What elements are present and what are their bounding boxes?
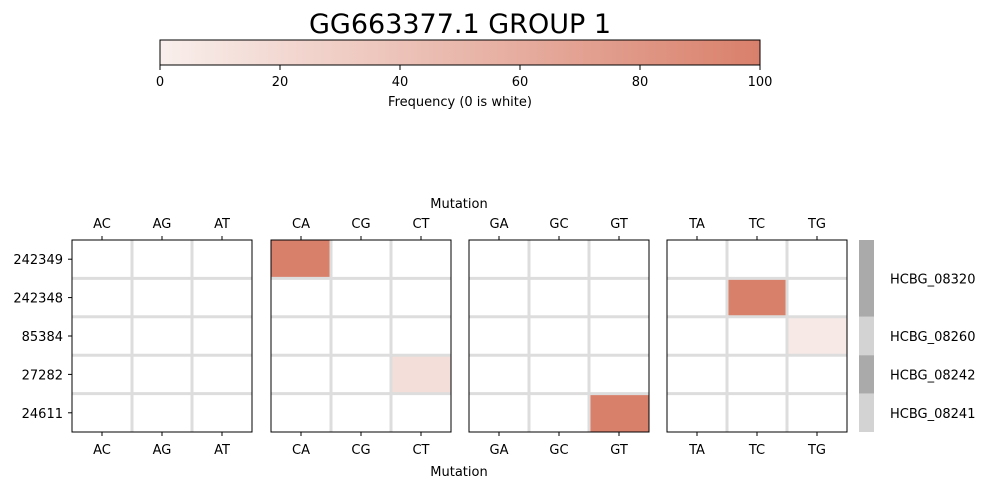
x-tick-label-bottom: GT: [610, 443, 628, 458]
x-tick-label-top: AG: [153, 217, 172, 232]
x-tick-label-top: CA: [292, 217, 310, 232]
gene-annotation-block: [859, 355, 874, 394]
colorbar-label: Frequency (0 is white): [388, 95, 532, 110]
gene-annotation-block: [859, 316, 874, 356]
panel-frame: [71, 239, 253, 433]
colorbar-gradient: [159, 39, 761, 66]
heatmap-panel: CA CA CG CG CT CT: [270, 217, 452, 458]
y-tick-label: 85384: [22, 330, 63, 345]
gene-annotation-label: HCBG_08242: [890, 368, 975, 383]
x-tick-label-bottom: CG: [351, 443, 370, 458]
x-tick-label-bottom: AC: [93, 443, 111, 458]
colorbar-tick-label: 20: [272, 75, 289, 90]
x-tick-label-bottom: AT: [214, 443, 230, 458]
heatmap-cell: [271, 240, 331, 279]
x-tick-label-bottom: TA: [688, 443, 705, 458]
y-tick-label: 242348: [13, 292, 63, 307]
x-tick-label-top: TG: [807, 217, 826, 232]
gene-annotation-label: HCBG_08260: [890, 330, 975, 345]
x-tick-label-top: TC: [748, 217, 765, 232]
x-tick-label-bottom: CA: [292, 443, 310, 458]
gene-annotation-block: [859, 240, 874, 317]
x-tick-label-top: GA: [490, 217, 509, 232]
gene-annotation-block: [859, 393, 874, 432]
x-tick-label-top: AT: [214, 217, 230, 232]
x-tick-label-top: TA: [688, 217, 705, 232]
colorbar-tick-label: 60: [512, 75, 529, 90]
colorbar-tick-label: 100: [748, 75, 773, 90]
gene-annotation-label: HCBG_08241: [890, 407, 975, 422]
y-tick-label: 242349: [13, 253, 63, 268]
x-tick-label-bottom: TC: [748, 443, 765, 458]
heatmap-cell: [727, 278, 787, 317]
colorbar-tick-label: 80: [632, 75, 649, 90]
x-tick-label-top: GC: [549, 217, 568, 232]
heatmap-cell: [391, 355, 451, 394]
heatmap-panels: ACACAGAGATATCACACGCGCTCTGAGAGCGCGTGTTATA…: [71, 217, 848, 458]
x-tick-label-bottom: GC: [549, 443, 568, 458]
heatmap-panel: AC AC AG AG AT AT: [71, 217, 253, 458]
y-tick-label: 27282: [22, 368, 63, 383]
heatmap-panel: TA TA TC TC TG TG: [666, 217, 848, 458]
colorbar-tick-label: 0: [156, 75, 164, 90]
gene-annotation-bar: HCBG_08320 HCBG_08260 HCBG_08242 HCBG_08241: [859, 240, 975, 432]
x-tick-label-top: CG: [351, 217, 370, 232]
chart-title: GG663377.1 GROUP 1: [309, 9, 611, 40]
row-labels: 242349 242348 85384 27282 24611: [13, 253, 72, 422]
x-tick-label-bottom: GA: [490, 443, 509, 458]
x-axis-label-bottom: Mutation: [430, 465, 487, 480]
x-tick-label-top: GT: [610, 217, 628, 232]
x-tick-label-bottom: TG: [807, 443, 826, 458]
x-axis-label-top: Mutation: [430, 197, 487, 212]
x-tick-label-bottom: CT: [412, 443, 429, 458]
y-tick-label: 24611: [22, 407, 63, 422]
heatmap-cell: [589, 393, 649, 432]
x-tick-label-top: CT: [412, 217, 429, 232]
x-tick-label-top: AC: [93, 217, 111, 232]
x-tick-label-bottom: AG: [153, 443, 172, 458]
colorbar: 0 20 40 60 80 100 Frequency (0 is white): [156, 39, 773, 110]
gene-annotation-label: HCBG_08320: [890, 272, 975, 287]
colorbar-tick-label: 40: [392, 75, 409, 90]
heatmap-cell: [787, 316, 847, 356]
heatmap-panel: GA GA GC GC GT GT: [468, 217, 650, 458]
